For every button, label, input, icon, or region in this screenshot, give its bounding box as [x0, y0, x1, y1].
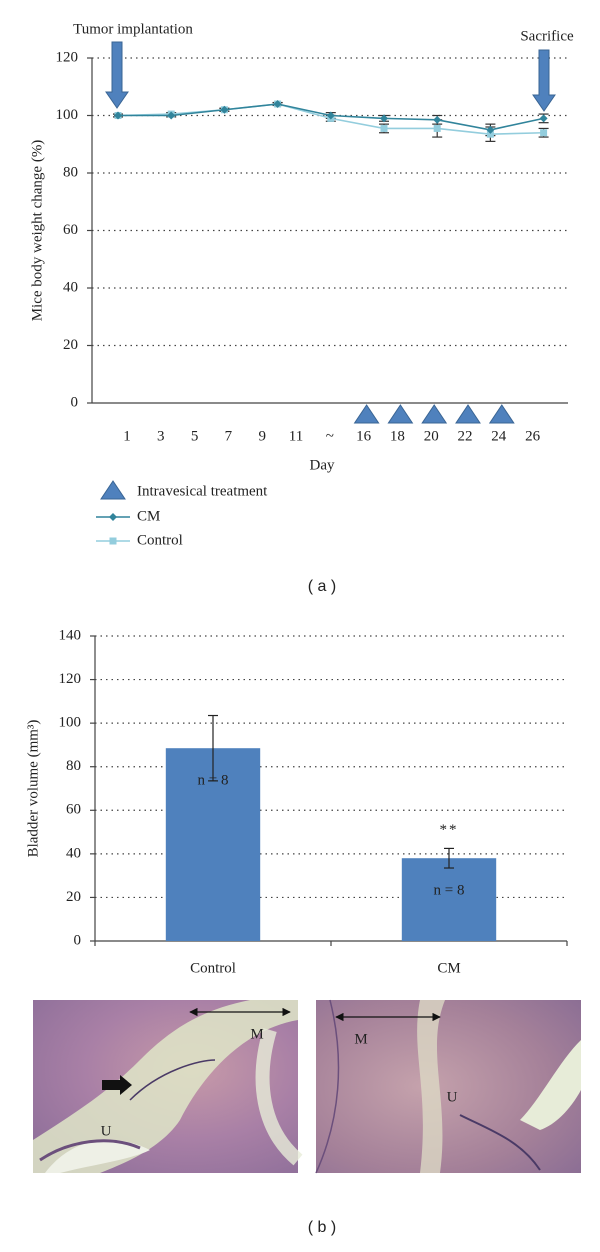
point — [326, 111, 335, 120]
legend-marker — [100, 480, 126, 500]
x-tick-label: 9 — [258, 428, 266, 444]
x-axis-label: Day — [310, 457, 335, 473]
annotation: Sacrifice — [520, 28, 574, 44]
y-tick-label: 100 — [56, 107, 79, 123]
point — [486, 130, 494, 138]
legend-label: Control — [137, 532, 183, 548]
y-tick-label: 40 — [63, 279, 78, 295]
micrograph-label: U — [101, 1123, 112, 1139]
bar-label: n = 8 — [434, 883, 465, 899]
bar-label: n = 8 — [198, 773, 229, 789]
micrograph — [33, 1000, 303, 1173]
annotation-arrow — [532, 49, 556, 112]
micrograph-label: U — [447, 1089, 458, 1105]
y-tick-label: 100 — [59, 715, 82, 731]
panel-label: ( a ) — [308, 578, 336, 595]
y-tick-label: 0 — [71, 394, 79, 410]
x-tick-label: CM — [437, 960, 460, 976]
x-tick-label: 3 — [157, 428, 165, 444]
y-tick-label: 0 — [74, 932, 82, 948]
x-tick-label: 26 — [525, 428, 541, 444]
y-tick-label: 60 — [63, 222, 78, 238]
point — [539, 114, 548, 123]
point — [167, 111, 176, 120]
x-tick-label: 7 — [225, 428, 233, 444]
y-axis-label: Mice body weight change (%) — [29, 140, 45, 322]
treatment-marker — [353, 404, 380, 424]
y-tick-label: 140 — [59, 627, 82, 643]
micrograph — [315, 999, 581, 1174]
treatment-marker — [455, 404, 481, 424]
x-tick-label: Control — [190, 960, 236, 976]
y-tick-label: 60 — [66, 802, 81, 818]
treatment-marker — [421, 404, 448, 424]
y-tick-label: 120 — [56, 49, 79, 65]
y-tick-label: 40 — [66, 845, 81, 861]
treatment-marker — [387, 404, 414, 424]
significance-label: ** — [440, 822, 459, 838]
y-tick-label: 80 — [66, 758, 81, 774]
legend-label: CM — [137, 508, 160, 524]
x-tick-label: ~ — [326, 428, 334, 444]
legend-marker — [109, 513, 117, 521]
y-tick-label: 120 — [59, 671, 82, 687]
x-tick-label: 16 — [356, 428, 372, 444]
y-tick-label: 80 — [63, 164, 78, 180]
point — [380, 114, 388, 123]
annotation-arrow — [105, 41, 129, 109]
bar — [401, 858, 497, 941]
point — [433, 124, 441, 132]
x-tick-label: 11 — [289, 428, 303, 444]
x-tick-label: 24 — [491, 428, 507, 444]
point — [486, 125, 495, 134]
point — [114, 111, 122, 120]
point — [220, 105, 229, 114]
panel-label: ( b ) — [308, 1219, 336, 1236]
x-tick-label: 5 — [191, 428, 199, 444]
x-tick-label: 22 — [458, 428, 473, 444]
point — [273, 100, 282, 108]
point — [380, 124, 388, 132]
y-axis-label: Bladder volume (mm³) — [25, 720, 41, 858]
point — [540, 129, 548, 137]
legend-marker — [109, 537, 117, 545]
micrograph-label: M — [354, 1031, 367, 1047]
x-tick-label: 18 — [390, 428, 405, 444]
legend-label: Intravesical treatment — [137, 483, 268, 499]
x-tick-label: 1 — [123, 428, 131, 444]
treatment-marker — [488, 404, 515, 424]
y-tick-label: 20 — [66, 889, 81, 905]
annotation: Tumor implantation — [73, 21, 193, 37]
point — [433, 115, 442, 124]
micrograph-label: M — [250, 1026, 263, 1042]
y-tick-label: 20 — [63, 337, 78, 353]
x-tick-label: 20 — [424, 428, 439, 444]
